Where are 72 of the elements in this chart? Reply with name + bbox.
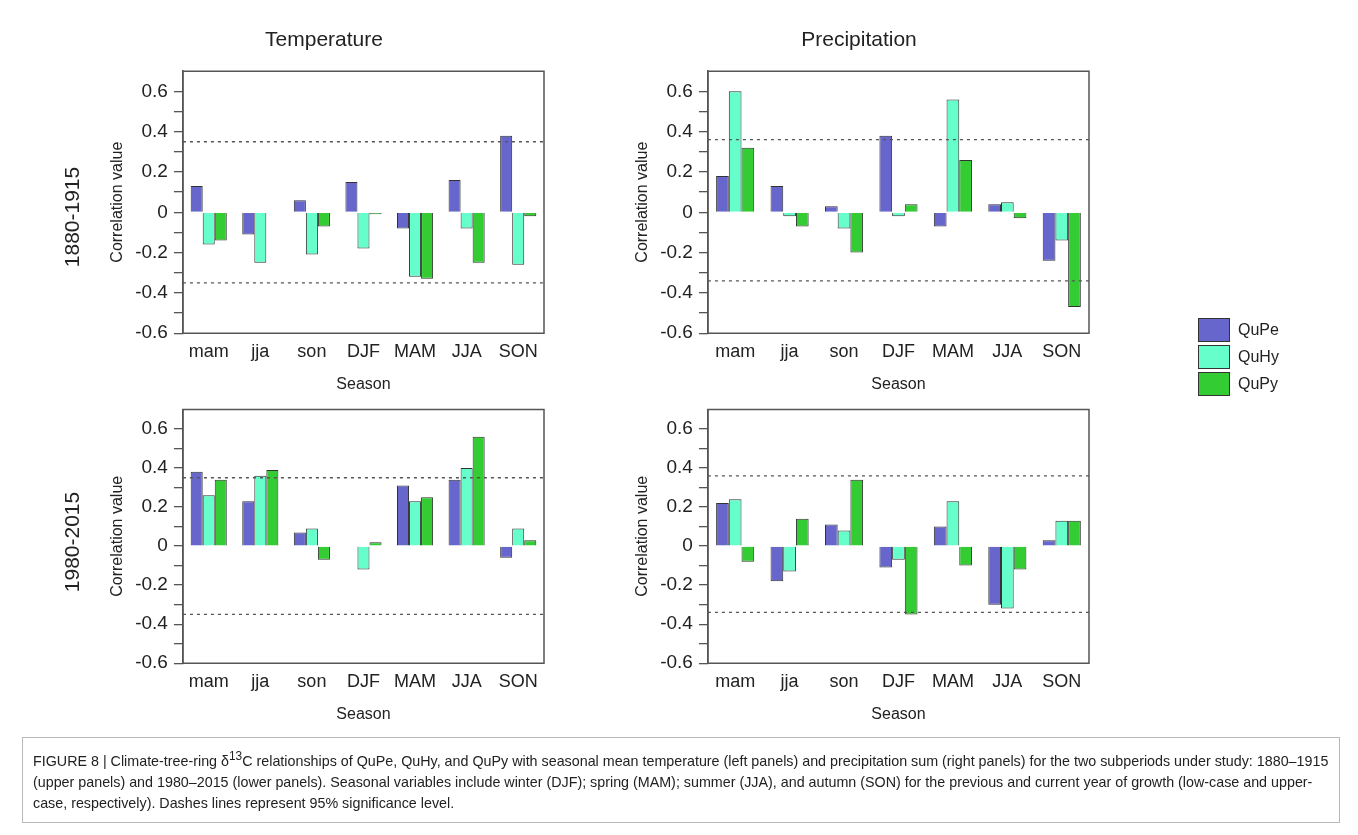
caption: FIGURE 8 | Climate-tree-ring δ$^{13}$C relationships of QuPe, QuHy, and QuPy with seasonal mean temperature (left panels) and precipitation sum (right panels) for the two subperiods under study: 1880–1915 (upper panels) and 1980–2015 (lower panels). Seasonal variables include winter (DJF); spring (MAM); summer (JJA), and autumn (SON) for the previous and current year of growth (low-case and upper-case, respectively). Dashes lines represent 95% significance level. <box>22 737 1340 823</box>
x-tick-label: jja <box>250 340 271 361</box>
x-tick-label: DJF <box>881 670 915 691</box>
y-tick-label: 0.4 <box>666 119 694 141</box>
y-tick-label: -0.6 <box>660 651 693 673</box>
legend-label: QuPy <box>1238 374 1279 393</box>
y-tick-label: -0.6 <box>135 651 168 673</box>
y-tick-label: 0 <box>157 200 168 222</box>
chart-title: Precipitation <box>801 27 917 51</box>
legend-label: QuPe <box>1238 320 1279 339</box>
y-tick-label: 0.4 <box>141 119 169 141</box>
x-tick-label: jja <box>779 670 800 691</box>
x-axis-title: Season <box>336 374 391 392</box>
legend-label: QuHy <box>1238 347 1279 366</box>
y-tick-label: -0.2 <box>135 573 168 595</box>
y-tick-label: 0.4 <box>141 456 169 478</box>
y-axis-title: Correlation value <box>633 141 651 263</box>
x-tick-label: jja <box>779 340 800 361</box>
x-tick-label: son <box>297 670 327 691</box>
y-axis-title: Correlation value <box>633 475 651 597</box>
y-tick-label: 0.2 <box>666 495 693 517</box>
y-tick-label: 0 <box>157 534 168 556</box>
x-tick-label: MAM <box>931 670 974 691</box>
x-tick-label: JJA <box>451 670 482 691</box>
y-tick-label: -0.4 <box>135 281 169 303</box>
x-tick-label: mam <box>715 340 756 361</box>
x-tick-label: SON <box>498 670 538 691</box>
x-tick-label: SON <box>1042 670 1082 691</box>
x-tick-label: DJF <box>346 670 380 691</box>
x-tick-label: son <box>829 670 859 691</box>
x-tick-label: SON <box>1042 340 1082 361</box>
y-tick-label: 0 <box>682 200 693 222</box>
y-tick-label: -0.4 <box>135 612 169 634</box>
y-tick-label: 0.6 <box>666 79 693 101</box>
x-tick-label: JJA <box>992 340 1023 361</box>
y-tick-label: 0.2 <box>141 160 168 182</box>
y-tick-label: -0.4 <box>660 281 694 303</box>
x-tick-label: MAM <box>394 340 437 361</box>
y-tick-label: -0.4 <box>660 612 694 634</box>
x-tick-label: JJA <box>451 340 482 361</box>
x-axis-title: Season <box>871 374 926 392</box>
y-tick-label: -0.2 <box>660 240 693 262</box>
x-tick-label: JJA <box>992 670 1023 691</box>
y-tick-label: 0.4 <box>666 456 694 478</box>
y-tick-label: 0.6 <box>141 79 168 101</box>
y-axis-title: Correlation value <box>108 475 126 597</box>
x-tick-label: son <box>829 340 859 361</box>
x-tick-label: MAM <box>931 340 974 361</box>
x-tick-label: son <box>297 340 327 361</box>
y-tick-label: 0.2 <box>666 160 693 182</box>
x-tick-label: mam <box>188 670 229 691</box>
y-tick-label: -0.2 <box>660 573 693 595</box>
x-tick-label: mam <box>715 670 756 691</box>
text: 1980-2015 <box>60 491 85 593</box>
chart-title: Temperature <box>265 27 383 51</box>
y-tick-label: 0.2 <box>141 495 168 517</box>
x-tick-label: SON <box>498 340 538 361</box>
y-tick-label: -0.6 <box>660 321 693 343</box>
x-tick-label: MAM <box>394 670 437 691</box>
text: 1880-1915 <box>60 166 85 268</box>
x-tick-label: DJF <box>881 340 915 361</box>
y-axis-title: Correlation value <box>108 141 126 263</box>
x-axis-title: Season <box>336 704 391 722</box>
x-axis-title: Season <box>871 704 926 722</box>
y-tick-label: -0.2 <box>135 240 168 262</box>
y-tick-label: 0 <box>682 534 693 556</box>
x-tick-label: DJF <box>346 340 380 361</box>
x-tick-label: jja <box>250 670 271 691</box>
y-tick-label: 0.6 <box>666 417 693 439</box>
y-tick-label: 0.6 <box>141 417 168 439</box>
y-tick-label: -0.6 <box>135 321 168 343</box>
x-tick-label: mam <box>188 340 229 361</box>
